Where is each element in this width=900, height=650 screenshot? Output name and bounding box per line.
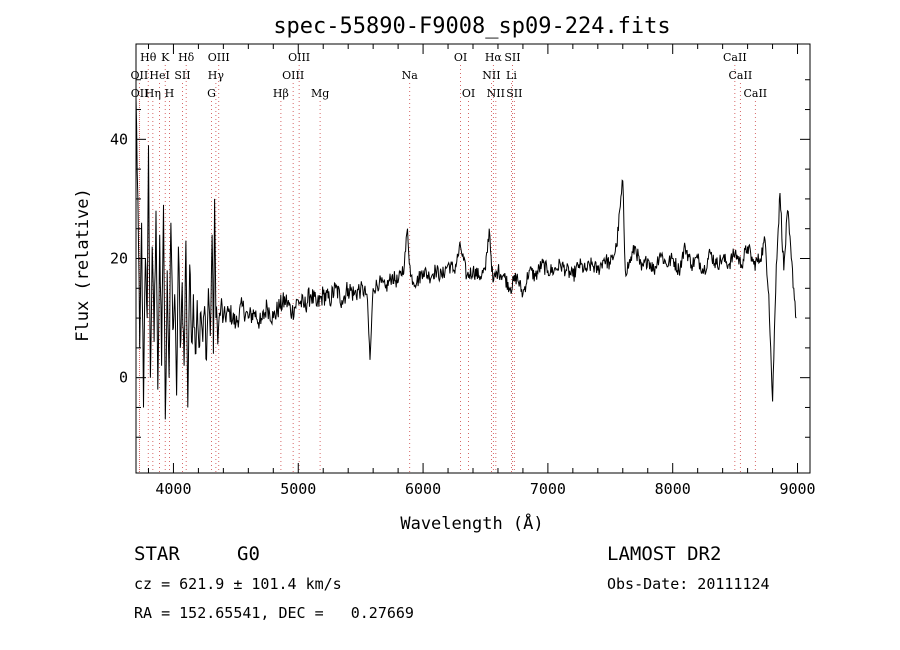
- y-tick-label: 40: [110, 130, 128, 148]
- y-axis-label: Flux (relative): [73, 188, 93, 342]
- x-tick-label: 4000: [155, 480, 191, 498]
- axes: 4000 5000 6000 7000 8000 9000 0 20 40: [110, 44, 816, 498]
- star-class: STAR: [134, 543, 180, 565]
- emission-line-label: OII: [131, 87, 149, 100]
- x-tick-label: 5000: [280, 480, 316, 498]
- redshift-cz: cz = 621.9 ± 101.4 km/s: [134, 575, 342, 593]
- emission-line-markers: [138, 65, 756, 473]
- emission-line-label: Hη: [145, 87, 161, 100]
- emission-line-label: OIII: [282, 69, 304, 82]
- x-tick-label: 8000: [655, 480, 691, 498]
- obs-date: Obs-Date: 20111124: [607, 575, 770, 593]
- emission-line-label: H: [165, 87, 175, 100]
- emission-line-label: SII: [174, 69, 190, 82]
- star-subclass: G0: [237, 543, 260, 565]
- x-axis-label: Wavelength (Å): [400, 512, 543, 534]
- emission-line-label: Hδ: [178, 51, 195, 64]
- emission-line-label: Hβ: [273, 87, 289, 100]
- chart-title: spec-55890-F9008_sp09-224.fits: [273, 14, 670, 39]
- x-tick-label: 7000: [530, 480, 566, 498]
- y-tick-label: 0: [119, 369, 128, 387]
- emission-line-label: CaII: [729, 69, 753, 82]
- emission-line-label: OIII: [288, 51, 310, 64]
- y-tick-label: 20: [110, 250, 128, 268]
- emission-line-label: K: [161, 51, 170, 64]
- emission-line-label: NII: [487, 87, 505, 100]
- emission-line-label: G: [207, 87, 216, 100]
- emission-line-label: HeI: [149, 69, 169, 82]
- ra-dec: RA = 152.65541, DEC = 0.27669: [134, 604, 414, 622]
- survey-name: LAMOST DR2: [607, 543, 722, 565]
- emission-line-label: OI: [462, 87, 475, 100]
- emission-line-label: CaII: [743, 87, 767, 100]
- emission-line-label: Li: [506, 69, 517, 82]
- emission-line-label: NII: [482, 69, 500, 82]
- spectrum-line: [135, 97, 797, 420]
- emission-line-label: Hγ: [208, 69, 225, 82]
- emission-line-label: CaII: [723, 51, 747, 64]
- emission-line-label: SII: [504, 51, 520, 64]
- x-tick-label: 9000: [779, 480, 815, 498]
- emission-line-label: Na: [402, 69, 419, 82]
- x-tick-label: 6000: [405, 480, 441, 498]
- emission-line-label: OIII: [208, 51, 230, 64]
- plot-frame: [135, 43, 811, 474]
- emission-line-label: OII: [131, 69, 149, 82]
- emission-line-label: Mg: [311, 87, 329, 100]
- emission-line-label: OI: [454, 51, 467, 64]
- emission-line-label: SII: [506, 87, 522, 100]
- emission-line-label: Hα: [485, 51, 503, 64]
- emission-line-label: Hθ: [140, 51, 157, 64]
